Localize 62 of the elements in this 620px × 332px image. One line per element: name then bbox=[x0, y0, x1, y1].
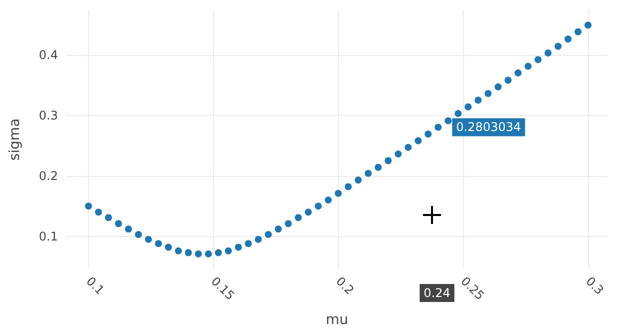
y-tick-label: 0.4 bbox=[38, 48, 58, 62]
point bbox=[574, 28, 582, 36]
text: 0.24 bbox=[424, 286, 450, 300]
x-axis-title: mu bbox=[326, 312, 348, 328]
point bbox=[264, 231, 272, 238]
y-tick-label: 0.2 bbox=[38, 168, 58, 183]
point bbox=[214, 249, 222, 256]
point bbox=[514, 69, 522, 76]
point bbox=[384, 157, 392, 164]
x-tick-label: 0.3 bbox=[583, 274, 606, 298]
point bbox=[414, 137, 422, 144]
point bbox=[304, 208, 312, 216]
point bbox=[234, 244, 242, 251]
point bbox=[94, 208, 102, 216]
point bbox=[314, 202, 322, 210]
point bbox=[524, 62, 532, 70]
point bbox=[564, 36, 572, 43]
point bbox=[374, 164, 382, 171]
point bbox=[474, 96, 482, 104]
y-axis-title: sigma bbox=[7, 118, 23, 161]
point bbox=[254, 236, 262, 243]
point bbox=[334, 190, 342, 197]
point bbox=[124, 226, 132, 233]
point bbox=[354, 176, 362, 184]
x-tick-label: 0.2 bbox=[333, 274, 357, 298]
point bbox=[544, 49, 552, 56]
point bbox=[244, 240, 252, 248]
point bbox=[224, 247, 232, 254]
point bbox=[424, 130, 432, 138]
point bbox=[154, 240, 162, 248]
point bbox=[134, 231, 142, 238]
annotation: 0.2803034 bbox=[456, 120, 522, 134]
point bbox=[204, 250, 212, 258]
y-tick-label: 0.1 bbox=[38, 229, 58, 244]
point bbox=[114, 220, 122, 228]
point bbox=[84, 202, 92, 210]
point bbox=[274, 226, 282, 233]
point bbox=[404, 144, 412, 151]
point bbox=[394, 150, 402, 158]
point bbox=[504, 76, 512, 84]
point bbox=[344, 183, 352, 190]
point bbox=[454, 110, 462, 117]
point bbox=[104, 214, 112, 222]
point bbox=[534, 56, 542, 64]
point bbox=[434, 124, 442, 131]
point bbox=[324, 196, 332, 204]
point bbox=[184, 249, 192, 256]
point bbox=[174, 247, 182, 254]
point bbox=[584, 22, 592, 29]
point bbox=[294, 214, 302, 222]
point bbox=[164, 244, 172, 251]
point bbox=[494, 83, 502, 90]
point bbox=[144, 236, 152, 243]
point bbox=[464, 103, 472, 110]
point bbox=[484, 90, 492, 98]
point bbox=[284, 220, 292, 228]
point bbox=[554, 42, 562, 50]
x-tick-label: 0.1 bbox=[84, 274, 107, 298]
point bbox=[194, 250, 202, 258]
y-tick-label: 0.3 bbox=[38, 108, 58, 122]
point bbox=[444, 117, 452, 124]
point bbox=[364, 170, 372, 177]
